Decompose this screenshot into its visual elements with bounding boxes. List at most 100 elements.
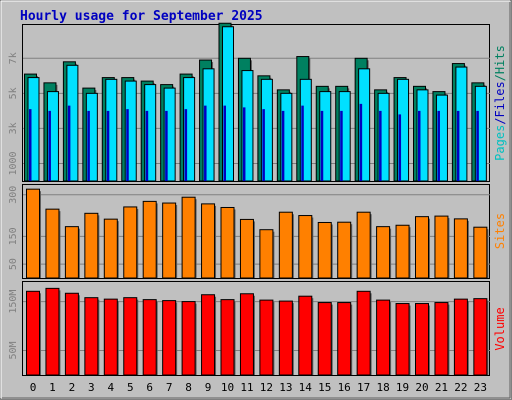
files-bar [105, 78, 118, 182]
hour-label: 18 [376, 381, 389, 394]
files-bar [183, 77, 196, 182]
sites-bar [26, 188, 40, 279]
pages-bar [262, 109, 265, 181]
files-bar [46, 91, 59, 182]
hour-label: 23 [474, 381, 487, 394]
ylabel-hits: Hits [493, 45, 507, 74]
ylabel-pages: Pages [493, 125, 507, 161]
hour-label: 22 [454, 381, 467, 394]
sites-ytick-label: 300 [8, 186, 19, 204]
sites-bar [376, 226, 391, 279]
pages-bar [204, 105, 207, 181]
hour-label: 3 [88, 381, 95, 394]
volume-bar [259, 299, 274, 376]
sites-bar [395, 224, 410, 279]
hour-label: 5 [127, 381, 134, 394]
files-bar [435, 94, 448, 182]
hour-label: 4 [107, 381, 114, 394]
files-bar [144, 84, 157, 182]
sites-bar [453, 218, 468, 279]
sites-bar [45, 208, 60, 279]
sites-bars [26, 188, 489, 279]
sites-bar [317, 221, 332, 279]
pages-bar [106, 110, 110, 181]
sites-bar [201, 203, 216, 279]
hour-label: 11 [240, 381, 253, 394]
hour-label: 10 [221, 381, 234, 394]
chart-title: Hourly usage for September 2025 [20, 9, 263, 24]
hour-label: 2 [69, 381, 76, 394]
hour-label: 13 [279, 381, 292, 394]
pages-bar [320, 110, 324, 181]
volume-bar [376, 299, 391, 376]
volume-bar [415, 303, 429, 376]
hour-label: 21 [435, 381, 448, 394]
volume-ytick-label: 50M [8, 341, 19, 359]
hits-ytick-label: 3k [8, 122, 19, 134]
files-bar [474, 85, 487, 182]
hour-label: 8 [185, 381, 192, 394]
sites-bar [415, 216, 429, 279]
volume-bar [45, 287, 60, 376]
sites-bar [356, 211, 371, 279]
pages-bar [340, 110, 343, 181]
pages-bar [281, 110, 285, 181]
volume-panel-frame [22, 281, 490, 376]
sites-bar [473, 226, 488, 279]
files-bar [338, 91, 351, 182]
pages-bar [301, 105, 304, 181]
hits-panel-frame [22, 24, 490, 182]
pages-bar [476, 110, 479, 181]
pages-bar [48, 110, 51, 181]
hits-ytick-label: 5k [8, 87, 19, 99]
sites-bar [103, 218, 118, 279]
pages-bar [87, 110, 90, 181]
volume-bar [162, 300, 177, 376]
hour-label: 16 [338, 381, 351, 394]
pages-bar [67, 105, 71, 181]
pages-bar [242, 107, 246, 181]
volume-bar [239, 293, 254, 376]
sites-bar [239, 218, 254, 279]
hour-label: 7 [166, 381, 173, 394]
files-bar [124, 80, 137, 182]
files-bar [377, 92, 390, 182]
volume-bar [473, 298, 488, 376]
sites-bar [298, 215, 313, 279]
hour-label: 19 [396, 381, 409, 394]
files-bar [260, 78, 273, 182]
sites-bar [64, 226, 79, 279]
hour-label: 14 [299, 381, 313, 394]
files-bar [280, 92, 293, 182]
volume-bar [356, 290, 371, 376]
files-bar [27, 77, 40, 182]
pages-bar [145, 110, 149, 181]
sites-bar [142, 200, 157, 279]
sites-bar [181, 196, 196, 279]
pages-bar [223, 105, 226, 181]
pages-bar [456, 110, 460, 181]
volume-bar [220, 299, 235, 376]
hits-gridlines [23, 57, 490, 164]
ylabel-files: Files [493, 81, 507, 117]
hits-axis-ticks: 1000 3k 5k 7k [8, 52, 19, 175]
volume-bar [337, 302, 352, 376]
pages-bar [165, 110, 168, 181]
volume-bar [103, 298, 118, 376]
hits-ytick-label: 7k [8, 52, 19, 64]
hits-panel-ylabel: Pages/Files/Hits [493, 45, 507, 161]
sites-axis-ticks: 50 150 300 [8, 186, 19, 270]
hour-label: 9 [205, 381, 212, 394]
volume-bar [453, 298, 468, 376]
hour-label: 1 [49, 381, 56, 394]
pages-bar [126, 109, 129, 181]
volume-bar [181, 301, 196, 376]
files-bar [319, 91, 332, 182]
ylabel-sep-2: / [493, 74, 507, 81]
volume-panel-ylabel: Volume [493, 307, 507, 350]
pages-bar [418, 110, 421, 181]
hour-label: 0 [30, 381, 37, 394]
files-bar [66, 64, 79, 182]
sites-panel-ylabel: Sites [493, 213, 507, 249]
